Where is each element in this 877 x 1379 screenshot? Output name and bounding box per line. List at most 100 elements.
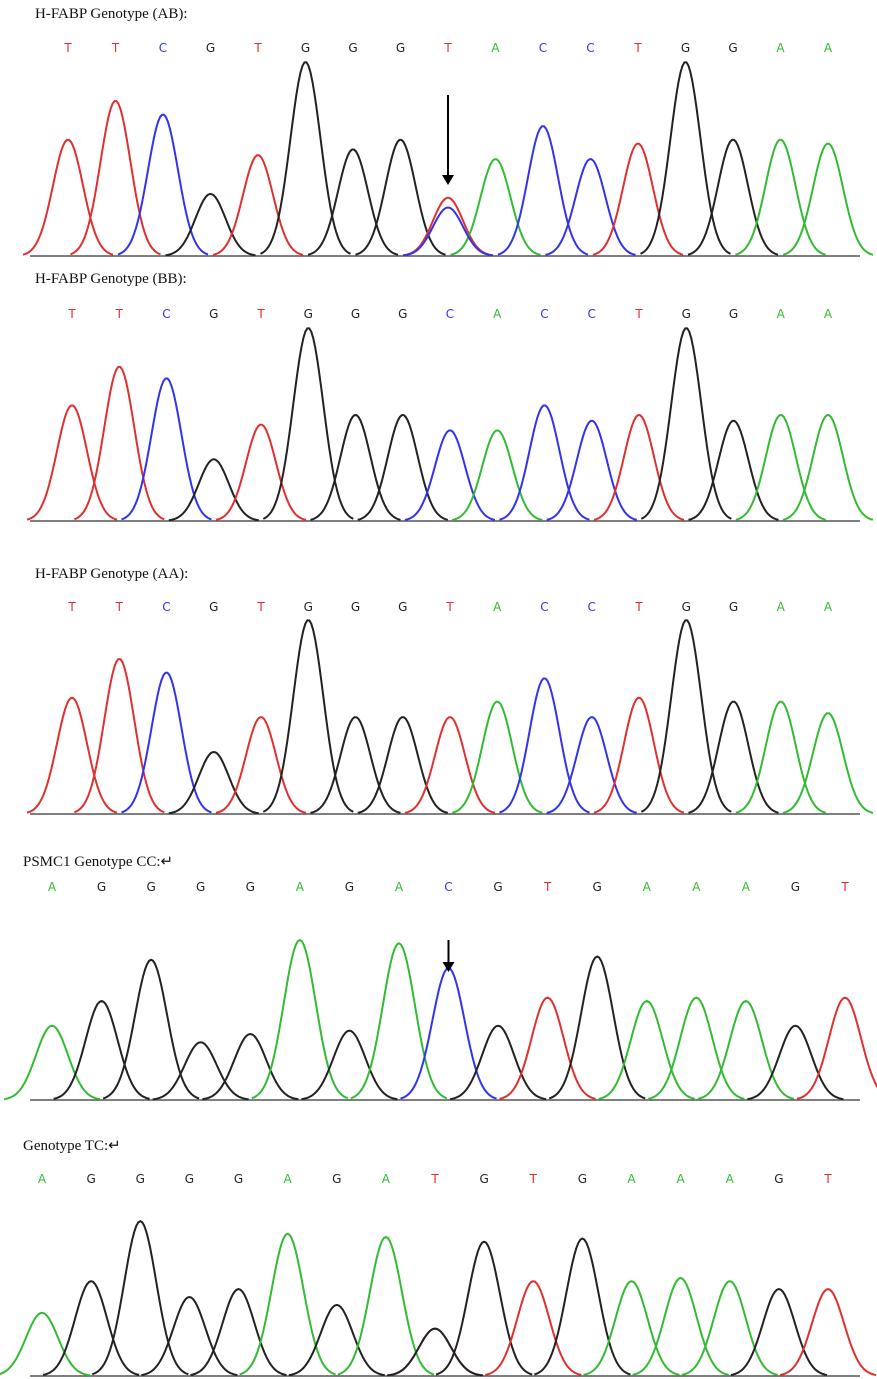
base-call: A	[824, 600, 833, 614]
trace-peak	[191, 1289, 287, 1375]
trace-peak	[682, 1281, 778, 1375]
base-call: G	[682, 307, 691, 321]
trace-peak	[641, 328, 731, 519]
base-call: C	[162, 600, 170, 614]
base-call: T	[633, 41, 642, 55]
trace-peak	[549, 957, 645, 1099]
base-call: A	[493, 307, 502, 321]
base-call: G	[196, 880, 205, 894]
trace-peak	[405, 431, 495, 521]
trace-peak	[141, 1297, 237, 1375]
arrow-head	[442, 175, 454, 185]
base-call: A	[627, 1172, 636, 1186]
trace-peak	[216, 425, 306, 520]
base-call: T	[430, 1172, 439, 1186]
base-call: G	[593, 880, 602, 894]
trace-peak	[252, 940, 348, 1098]
trace-peak	[403, 198, 493, 256]
base-call: T	[67, 307, 76, 321]
base-call: G	[97, 880, 106, 894]
base-call: G	[729, 600, 738, 614]
base-call: A	[824, 41, 833, 55]
base-call: C	[444, 880, 452, 894]
base-call: T	[256, 600, 265, 614]
trace-peak	[436, 1242, 532, 1375]
base-call: G	[301, 41, 310, 55]
trace-peak	[122, 379, 212, 520]
panel-title: H-FABP Genotype (AA):	[35, 566, 188, 582]
base-call: A	[726, 1172, 735, 1186]
base-call: C	[540, 307, 548, 321]
base-call: G	[304, 600, 313, 614]
panel-title: PSMC1 Genotype CC:↵	[23, 854, 173, 870]
base-call: G	[774, 1172, 783, 1186]
base-call: A	[777, 600, 786, 614]
base-call: G	[682, 600, 691, 614]
base-call: C	[159, 41, 167, 55]
trace-peak	[451, 159, 541, 255]
trace-peak	[498, 126, 588, 254]
base-call: T	[115, 600, 124, 614]
base-call: A	[742, 880, 751, 894]
base-call: G	[234, 1172, 243, 1186]
base-call: T	[840, 880, 849, 894]
base-call: G	[398, 307, 407, 321]
base-call: G	[246, 880, 255, 894]
trace-peak	[688, 140, 778, 255]
base-call: G	[146, 880, 155, 894]
trace-peak	[358, 717, 448, 813]
base-call: G	[136, 1172, 145, 1186]
base-call: A	[677, 1172, 686, 1186]
panel-title: H-FABP Genotype (BB):	[35, 271, 187, 287]
base-call: T	[253, 41, 262, 55]
trace-peak	[263, 620, 353, 811]
base-call: A	[777, 307, 786, 321]
trace-peak	[27, 698, 117, 813]
base-call: A	[776, 41, 785, 55]
base-call: A	[38, 1172, 47, 1186]
trace-peak	[263, 328, 353, 519]
trace-peak	[338, 1237, 434, 1375]
base-call: G	[185, 1172, 194, 1186]
page: H-FABP Genotype (AB):TTCGTGGGTACCTGGAAH-…	[0, 0, 877, 1379]
base-call: G	[493, 880, 502, 894]
trace-peak	[783, 144, 873, 255]
base-call: T	[529, 1172, 538, 1186]
trace-peak	[633, 1278, 729, 1375]
trace-peak	[153, 1042, 249, 1099]
trace-peak	[689, 421, 779, 520]
trace-peak	[731, 1289, 827, 1375]
trace-peak	[27, 406, 117, 520]
trace-peak	[118, 115, 208, 255]
base-call: C	[162, 307, 170, 321]
trace-peak	[216, 717, 306, 813]
base-call: G	[304, 307, 313, 321]
panel-title: Genotype TC:↵	[23, 1138, 121, 1154]
base-call: C	[446, 307, 454, 321]
base-call: A	[284, 1172, 293, 1186]
base-call: G	[729, 307, 738, 321]
trace-peak	[783, 713, 873, 813]
trace-peak	[736, 140, 826, 255]
trace-peak	[387, 1329, 483, 1376]
base-call: G	[348, 41, 357, 55]
trace-peak	[261, 62, 351, 253]
base-call: A	[382, 1172, 391, 1186]
trace-peak	[452, 431, 542, 521]
trace-peak	[103, 960, 199, 1099]
base-call: T	[543, 880, 552, 894]
trace-peak	[289, 1305, 385, 1375]
base-call: C	[539, 41, 547, 55]
trace-peak	[240, 1234, 336, 1375]
base-call: G	[479, 1172, 488, 1186]
trace-peak	[301, 1031, 397, 1100]
trace-peak	[23, 140, 113, 255]
trace-peak	[648, 998, 744, 1099]
trace-peak	[534, 1239, 630, 1375]
base-call: A	[491, 41, 500, 55]
trace-peak	[780, 1289, 876, 1375]
base-call: C	[540, 600, 548, 614]
base-call: T	[823, 1172, 832, 1186]
base-call: G	[86, 1172, 95, 1186]
base-call: A	[48, 880, 57, 894]
